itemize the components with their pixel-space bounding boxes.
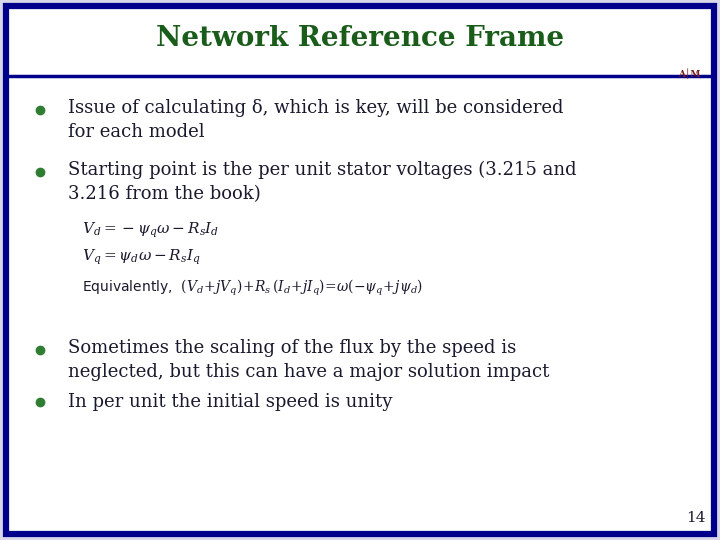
Text: In per unit the initial speed is unity: In per unit the initial speed is unity xyxy=(68,393,392,411)
Text: Starting point is the per unit stator voltages (3.215 and: Starting point is the per unit stator vo… xyxy=(68,161,577,179)
Text: neglected, but this can have a major solution impact: neglected, but this can have a major sol… xyxy=(68,363,549,381)
Text: Network Reference Frame: Network Reference Frame xyxy=(156,24,564,51)
Text: A│M: A│M xyxy=(678,68,700,79)
Text: Issue of calculating δ, which is key, will be considered: Issue of calculating δ, which is key, wi… xyxy=(68,99,564,117)
Text: Sometimes the scaling of the flux by the speed is: Sometimes the scaling of the flux by the… xyxy=(68,339,516,357)
Text: $V_q = \psi_d\omega - R_s I_q$: $V_q = \psi_d\omega - R_s I_q$ xyxy=(82,247,201,267)
Text: Equivalently,  $(V_d\!+\!jV_q)\!+\!R_s\,(I_d\!+\!jI_q)\!=\!\omega(-\psi_q\!+\!j\: Equivalently, $(V_d\!+\!jV_q)\!+\!R_s\,(… xyxy=(82,278,423,298)
Text: 3.216 from the book): 3.216 from the book) xyxy=(68,185,261,203)
FancyBboxPatch shape xyxy=(6,6,714,534)
Text: 14: 14 xyxy=(686,511,706,525)
Text: $V_d = -\psi_q\omega - R_s I_d$: $V_d = -\psi_q\omega - R_s I_d$ xyxy=(82,220,220,240)
Text: for each model: for each model xyxy=(68,123,204,141)
